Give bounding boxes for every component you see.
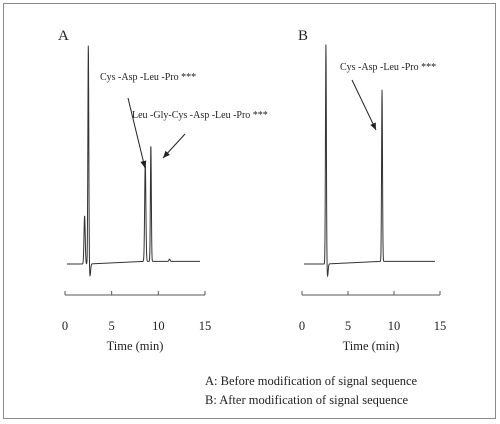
annotation-arrow-head	[163, 150, 170, 158]
annotation-arrow-shaft	[127, 97, 146, 169]
panel-label: A	[58, 28, 69, 44]
panel-b: B 0 5 10 15 Time (min) Cys -Asp -Leu -Pro ***	[298, 28, 446, 353]
panel-label: B	[298, 28, 308, 44]
legend-b: B: After modification of signal sequence	[205, 393, 409, 407]
annotation-arrow-head	[140, 160, 147, 168]
x-axis-label: Time (min)	[107, 339, 164, 353]
x-tick-label: 5	[109, 319, 115, 333]
x-axis-label: Time (min)	[343, 339, 400, 353]
annotation-arrow-shaft	[351, 79, 377, 131]
peak-annotation: Cys -Asp -Leu -Pro ***	[340, 62, 436, 73]
panel-a: A 0 5 10 15 Time (min) Cys -Asp -Leu -Pro *** L…	[58, 28, 268, 353]
annotation-arrow-head	[370, 122, 376, 130]
figure-frame	[3, 3, 496, 419]
chromatogram-trace	[67, 45, 200, 277]
peak-annotation: Leu -Gly-Cys -Asp -Leu -Pro ***	[132, 110, 268, 121]
x-tick-label: 0	[62, 319, 68, 333]
peak-annotation: Cys -Asp -Leu -Pro ***	[100, 72, 196, 83]
x-tick-label: 15	[199, 319, 212, 333]
x-tick-label: 10	[152, 319, 165, 333]
x-tick-label: 10	[388, 319, 401, 333]
x-tick-label: 15	[434, 319, 447, 333]
chromatogram-trace	[304, 44, 435, 278]
legend-a: A: Before modification of signal sequenc…	[205, 374, 418, 388]
x-tick-label: 5	[345, 319, 351, 333]
x-tick-label: 0	[299, 319, 305, 333]
